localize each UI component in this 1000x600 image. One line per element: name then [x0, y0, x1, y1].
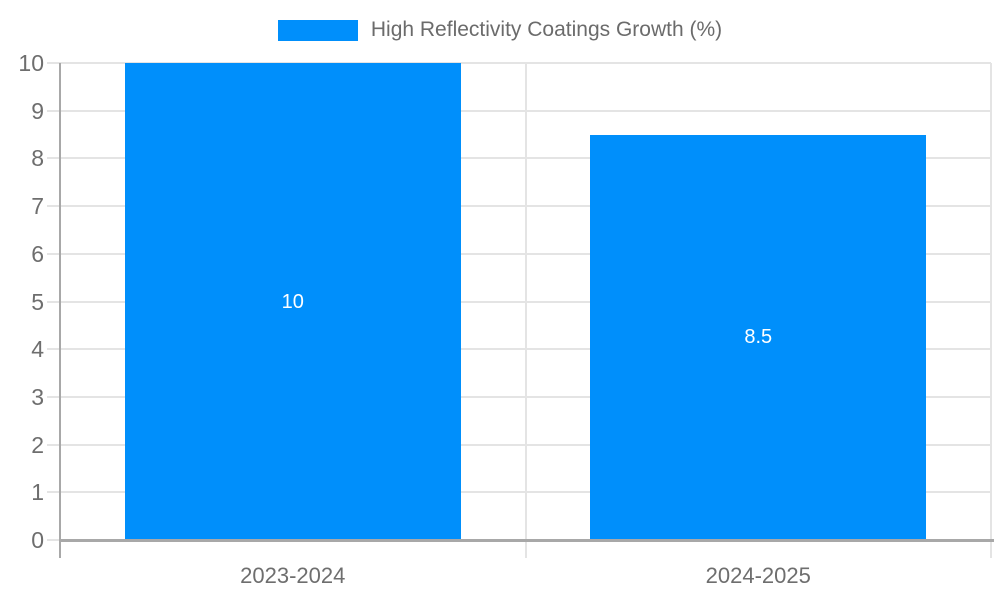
y-tick-label: 10: [18, 50, 44, 76]
bar-value-label: 10: [281, 290, 304, 313]
chart-legend: High Reflectivity Coatings Growth (%): [0, 18, 1000, 42]
gridline-vertical: [524, 63, 527, 558]
legend-item[interactable]: High Reflectivity Coatings Growth (%): [277, 18, 723, 42]
gridline-vertical: [990, 63, 992, 558]
bar-2023-2024[interactable]: 10: [124, 63, 461, 540]
y-axis-line: [59, 63, 61, 558]
legend-swatch-icon: [277, 19, 358, 41]
y-tick-label: 4: [31, 336, 44, 363]
y-tick-label: 9: [31, 97, 44, 124]
bar-2024-2025[interactable]: 8.5: [590, 134, 927, 540]
y-tick-label: 8: [31, 145, 44, 172]
x-category-label: 2024-2025: [705, 563, 811, 588]
x-axis-line: [59, 539, 994, 542]
x-category-label: 2023-2024: [240, 563, 346, 588]
legend-label: High Reflectivity Coatings Growth (%): [370, 18, 723, 41]
y-tick-label: 3: [31, 383, 44, 410]
y-tick-label: 0: [31, 527, 44, 553]
y-tick-label: 5: [31, 288, 44, 315]
y-tick-label: 2: [31, 431, 44, 458]
y-tick-label: 7: [31, 193, 44, 220]
y-tick-label: 6: [31, 240, 44, 267]
y-tick-label: 1: [31, 479, 44, 506]
bar-value-label: 8.5: [744, 326, 773, 349]
